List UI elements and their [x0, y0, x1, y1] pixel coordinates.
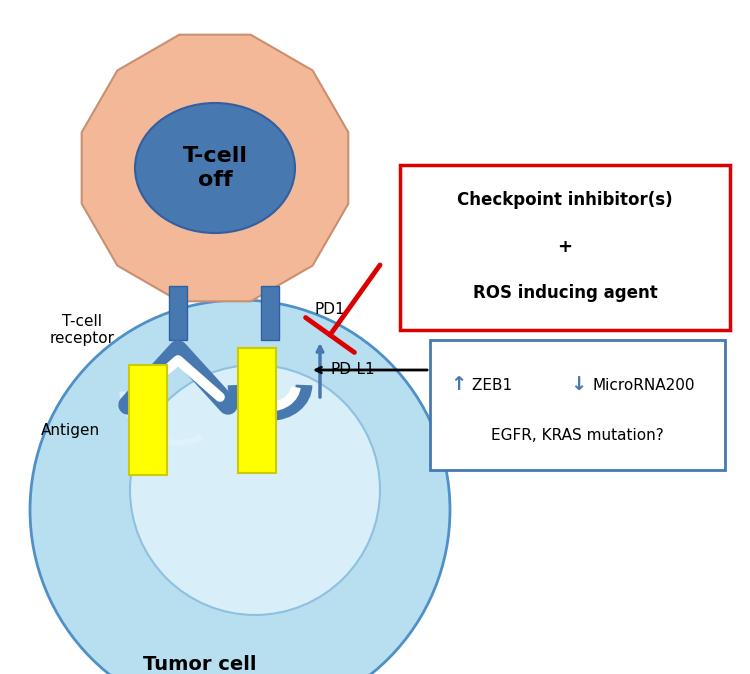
Text: +: +: [557, 238, 572, 256]
Text: T-cell
receptor: T-cell receptor: [50, 314, 115, 346]
Bar: [400, 165, 730, 330]
Bar: [261, 286, 279, 340]
Text: MicroRNA200: MicroRNA200: [592, 377, 694, 392]
Ellipse shape: [135, 103, 295, 233]
Text: Checkpoint inhibitor(s): Checkpoint inhibitor(s): [458, 191, 673, 209]
Text: Tumor cell: Tumor cell: [143, 656, 256, 674]
Text: ZEB1: ZEB1: [472, 377, 526, 392]
Text: Antigen: Antigen: [40, 423, 100, 437]
Text: ↓: ↓: [570, 375, 586, 394]
Text: ROS inducing agent: ROS inducing agent: [472, 284, 657, 302]
Polygon shape: [82, 34, 348, 301]
Text: PD1: PD1: [315, 303, 346, 317]
Bar: [129, 365, 167, 475]
Text: PD-L1: PD-L1: [330, 363, 375, 377]
Text: ↑: ↑: [450, 375, 466, 394]
Bar: [430, 340, 725, 470]
Circle shape: [130, 365, 380, 615]
Circle shape: [30, 300, 450, 674]
Text: T-cell
off: T-cell off: [182, 146, 248, 189]
Bar: [238, 348, 276, 473]
Circle shape: [264, 379, 276, 391]
Text: EGFR, KRAS mutation?: EGFR, KRAS mutation?: [491, 427, 664, 443]
Bar: [169, 286, 187, 340]
